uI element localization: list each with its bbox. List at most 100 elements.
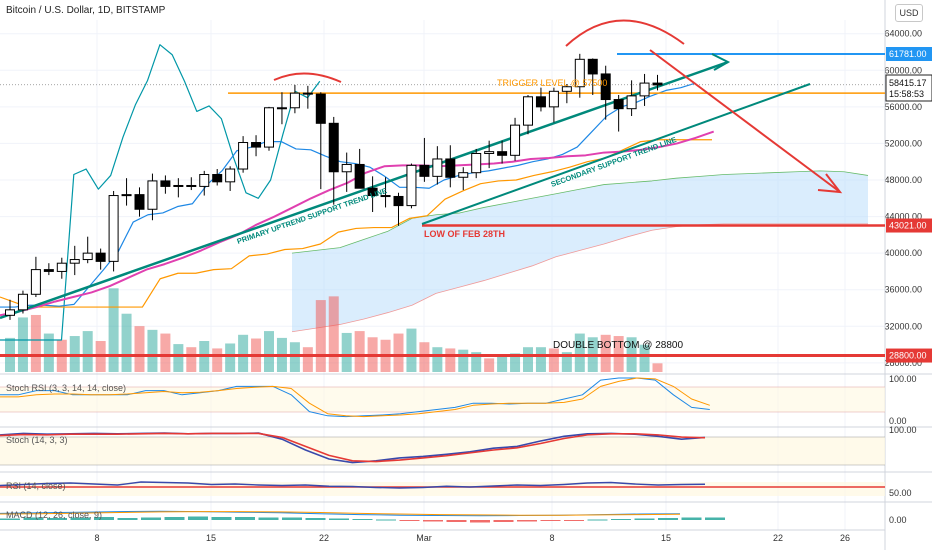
candle bbox=[600, 65, 611, 120]
price-tick-label: 56000.00 bbox=[884, 102, 922, 112]
candle-body bbox=[315, 93, 326, 124]
candle bbox=[523, 94, 533, 135]
rsi-band bbox=[0, 482, 885, 496]
volume-bar bbox=[147, 329, 158, 372]
candle-body bbox=[587, 58, 598, 75]
candle-countdown-label: 15:58:53 bbox=[889, 89, 924, 99]
stoch-d-line bbox=[0, 432, 706, 463]
volume-bar bbox=[121, 313, 132, 372]
trigger-level-label: TRIGGER LEVEL @ 57500 bbox=[497, 78, 607, 88]
volume-bar bbox=[419, 342, 430, 372]
candle bbox=[458, 167, 469, 191]
volume-bar bbox=[289, 342, 300, 372]
candle bbox=[95, 248, 106, 270]
candle bbox=[367, 176, 378, 212]
volume-bar bbox=[134, 326, 145, 372]
time-tick-label: 26 bbox=[840, 533, 850, 543]
price-tick-label: 40000.00 bbox=[884, 248, 922, 258]
volume-bar bbox=[600, 334, 611, 372]
volume-bar bbox=[341, 332, 352, 372]
macd-tick: 0.00 bbox=[889, 515, 907, 525]
candle bbox=[393, 192, 404, 226]
candle-body bbox=[626, 95, 637, 110]
rsi-line bbox=[0, 481, 706, 489]
candle-body bbox=[186, 184, 197, 187]
volume-bar bbox=[613, 336, 624, 372]
volume-bar bbox=[17, 317, 28, 372]
volume-bar bbox=[315, 300, 326, 372]
low-feb-28-label: LOW OF FEB 28TH bbox=[424, 229, 505, 239]
volume-bar bbox=[561, 352, 572, 372]
candle-body bbox=[510, 124, 521, 156]
candle bbox=[341, 152, 352, 192]
candle-body bbox=[289, 92, 300, 109]
time-tick-label: 15 bbox=[661, 533, 671, 543]
bearish-arrowhead bbox=[817, 173, 843, 194]
candle-body bbox=[302, 92, 313, 95]
macd-histogram-bar bbox=[634, 518, 655, 520]
macd-histogram-bar bbox=[117, 518, 138, 520]
candle bbox=[354, 148, 365, 189]
volume-bar bbox=[186, 347, 197, 372]
macd-signal-line bbox=[0, 511, 681, 516]
candle-body bbox=[354, 163, 365, 189]
candle bbox=[276, 92, 287, 125]
level-price-tag bbox=[886, 348, 932, 363]
level-price-tag bbox=[886, 218, 932, 233]
currency-button[interactable]: USD bbox=[895, 4, 923, 22]
candle bbox=[56, 257, 67, 279]
macd-histogram-bar bbox=[681, 517, 702, 520]
stoch-rsi-d-line bbox=[0, 377, 710, 418]
candle bbox=[328, 116, 339, 205]
candle-body bbox=[652, 82, 663, 86]
primary-uptrend-line bbox=[0, 60, 729, 320]
candle-body bbox=[225, 168, 236, 183]
volume-bar bbox=[445, 348, 456, 372]
time-tick-label: 8 bbox=[549, 533, 554, 543]
double-top-arc-2 bbox=[565, 19, 685, 47]
candle bbox=[121, 178, 132, 206]
current-price-tag bbox=[885, 74, 932, 102]
level-price-tag bbox=[886, 47, 932, 62]
candle-body bbox=[419, 164, 430, 177]
stoch-rsi-tick: 100.00 bbox=[889, 374, 917, 384]
stoch-rsi-label: Stoch RSI (3, 3, 14, 14, close) bbox=[6, 383, 126, 393]
candle bbox=[406, 163, 417, 209]
candle-body bbox=[471, 152, 482, 174]
macd-histogram-bar bbox=[188, 516, 208, 520]
macd-histogram-bar bbox=[47, 518, 67, 520]
volume-bar bbox=[160, 333, 171, 372]
macd-histogram-bar bbox=[658, 518, 678, 520]
volume-bar bbox=[510, 353, 521, 372]
candle-body bbox=[5, 309, 15, 316]
candle-body bbox=[639, 82, 650, 97]
macd-histogram-bar bbox=[0, 518, 20, 520]
volume-bar bbox=[471, 352, 482, 372]
volume-bar bbox=[108, 288, 119, 372]
stoch-rsi-tick: 0.00 bbox=[889, 416, 907, 426]
lagging-span-line bbox=[0, 44, 321, 341]
price-tick-label: 60000.00 bbox=[884, 65, 922, 75]
volume-bar bbox=[458, 349, 469, 372]
double-top-arc-1 bbox=[273, 72, 342, 83]
candle bbox=[445, 145, 456, 188]
time-tick-label: 22 bbox=[773, 533, 783, 543]
candle-body bbox=[173, 184, 184, 187]
cloud-span-b bbox=[291, 223, 868, 333]
candle-body bbox=[341, 163, 352, 173]
volume-bar bbox=[574, 333, 585, 372]
candle bbox=[69, 245, 80, 276]
candle-body bbox=[30, 269, 41, 295]
price-tick-label: 28000.00 bbox=[884, 358, 922, 368]
macd-histogram-bar bbox=[493, 520, 514, 522]
level-price-label: 43021.00 bbox=[889, 221, 927, 231]
candle bbox=[30, 256, 41, 298]
rsi-label: RSI (14, close) bbox=[6, 481, 66, 491]
volume-bar bbox=[406, 328, 417, 372]
candle-body bbox=[548, 90, 559, 108]
volume-bar bbox=[523, 347, 533, 372]
candle-body bbox=[561, 86, 572, 92]
candle bbox=[147, 173, 158, 221]
